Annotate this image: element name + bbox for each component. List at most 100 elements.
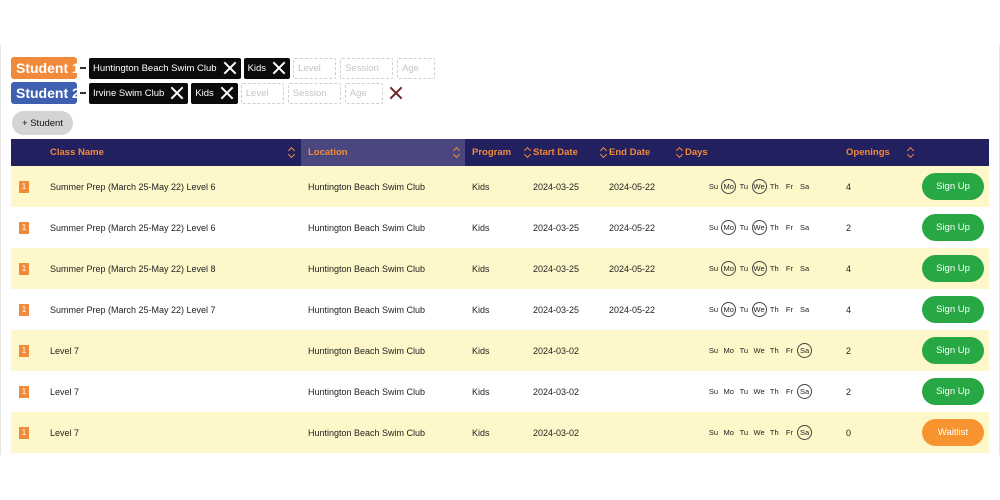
action-cell: Sign Up [916,330,989,371]
row-index-cell: 1 [11,207,50,248]
filter-chip-program[interactable]: Kids [191,82,238,104]
session-filter-slot[interactable]: Session [340,57,394,79]
openings-cell: 0 [846,427,852,438]
program-header-label: Program [472,147,512,158]
table-row: 1 Level 7 Huntington Beach Swim Club Kids 20… [11,371,989,412]
table-row: 1 Summer Prep (March 25-May 22) Level 7 Hu… [11,289,989,330]
filter-chip-location[interactable]: Irvine Swim Club [89,82,189,104]
col-start-date-header[interactable]: Start Date [533,139,609,166]
sort-icon[interactable] [676,147,683,158]
sign-up-button[interactable]: Sign Up [922,214,984,241]
day-indicator: Mo [723,387,734,396]
end-date-cell: 2024-05-22 [609,263,656,274]
day-indicator: We [753,428,765,437]
days-cell: Su Mo Tu We Th Fr Sa [685,330,846,371]
day-indicator: Fr [785,428,793,437]
col-class-name-header[interactable]: Class Name [50,139,301,166]
close-icon[interactable] [220,86,234,100]
day-indicator: Fr [785,182,793,191]
student-number-badge: 1 [19,221,29,234]
sign-up-button[interactable]: Sign Up [922,337,984,364]
col-program-header[interactable]: Program [465,139,533,166]
filter-chip-program[interactable]: Kids [243,57,291,79]
sort-icon[interactable] [600,147,607,158]
day-indicators: Su Mo Tu We Th Fr Sa [685,261,846,276]
day-indicator: We [753,346,765,355]
col-location-header[interactable]: Location [301,139,465,166]
program-cell: Kids [472,181,490,192]
program-cell: Kids [472,263,490,274]
age-filter-slot[interactable]: Age [344,82,383,104]
end-date-cell: 2024-05-22 [609,181,656,192]
sort-icon[interactable] [453,147,460,158]
class-name-cell: Summer Prep (March 25-May 22) Level 7 [50,304,216,315]
table-row: 1 Level 7 Huntington Beach Swim Club Kids 20… [11,412,989,453]
day-indicator: Mo [721,302,737,317]
location-cell: Huntington Beach Swim Club [308,222,426,233]
end-date-cell: 2024-05-22 [609,222,656,233]
filter-chip-label: Kids [195,87,214,99]
program-cell: Kids [472,427,490,438]
student-number-badge: 1 [19,303,29,316]
openings-cell: 2 [846,222,852,233]
close-icon[interactable] [170,86,184,100]
start-date-cell: 2024-03-25 [533,181,580,192]
student-1-label: Student 1 [11,57,80,79]
start-date-header-label: Start Date [533,147,578,158]
class-name-cell: Summer Prep (March 25-May 22) Level 8 [50,263,216,274]
action-cell: Sign Up [916,207,989,248]
session-filter-slot[interactable]: Session [287,82,341,104]
day-indicator: Tu [739,305,749,314]
sign-up-button[interactable]: Sign Up [922,255,984,282]
start-date-cell: 2024-03-25 [533,222,580,233]
sign-up-button[interactable]: Sign Up [922,173,984,200]
waitlist-button[interactable]: Waitlist [922,419,984,446]
program-cell: Kids [472,386,490,397]
row-index-cell: 1 [11,289,50,330]
day-indicator: Su [708,346,719,355]
days-cell: Su Mo Tu We Th Fr Sa [685,289,846,330]
day-indicator: Sa [797,425,813,440]
day-indicator: Th [769,387,779,396]
filter-chip-label: Kids [247,62,267,74]
day-indicator: Su [708,305,719,314]
separator-dash [80,92,86,94]
student-number-badge: 1 [19,385,29,398]
day-indicator: Mo [721,261,737,276]
filter-chip-label: Irvine Swim Club [93,87,165,99]
sign-up-button[interactable]: Sign Up [922,378,984,405]
day-indicator: Sa [797,343,813,358]
class-name-cell: Level 7 [50,386,80,397]
close-icon[interactable] [272,61,286,75]
day-indicator: We [751,220,767,235]
action-cell: Waitlist [916,412,989,453]
age-filter-slot[interactable]: Age [397,57,436,79]
level-filter-slot[interactable]: Level [293,57,337,79]
col-end-date-header[interactable]: End Date [609,139,685,166]
program-cell: Kids [472,345,490,356]
days-cell: Su Mo Tu We Th Fr Sa [685,207,846,248]
openings-cell: 4 [846,181,852,192]
add-student-button[interactable]: + Student [12,111,73,135]
sign-up-button[interactable]: Sign Up [922,296,984,323]
filter-chip-location[interactable]: Huntington Beach Swim Club [89,57,241,79]
day-indicator: Mo [721,220,737,235]
start-date-cell: 2024-03-02 [533,427,580,438]
location-cell: Huntington Beach Swim Club [308,181,426,192]
days-cell: Su Mo Tu We Th Fr Sa [685,371,846,412]
days-cell: Su Mo Tu We Th Fr Sa [685,412,846,453]
close-icon[interactable] [223,61,237,75]
location-cell: Huntington Beach Swim Club [308,427,426,438]
sort-icon[interactable] [288,147,295,158]
day-indicator: Fr [785,305,793,314]
sort-icon[interactable] [907,147,914,158]
days-cell: Su Mo Tu We Th Fr Sa [685,248,846,289]
sort-icon[interactable] [524,147,531,158]
day-indicator: Th [769,305,779,314]
day-indicator: Tu [739,182,749,191]
level-filter-slot[interactable]: Level [240,82,284,104]
col-openings-header[interactable]: Openings [846,139,916,166]
day-indicator: Th [769,223,779,232]
day-indicators: Su Mo Tu We Th Fr Sa [685,343,846,358]
remove-student-icon[interactable] [389,86,403,100]
